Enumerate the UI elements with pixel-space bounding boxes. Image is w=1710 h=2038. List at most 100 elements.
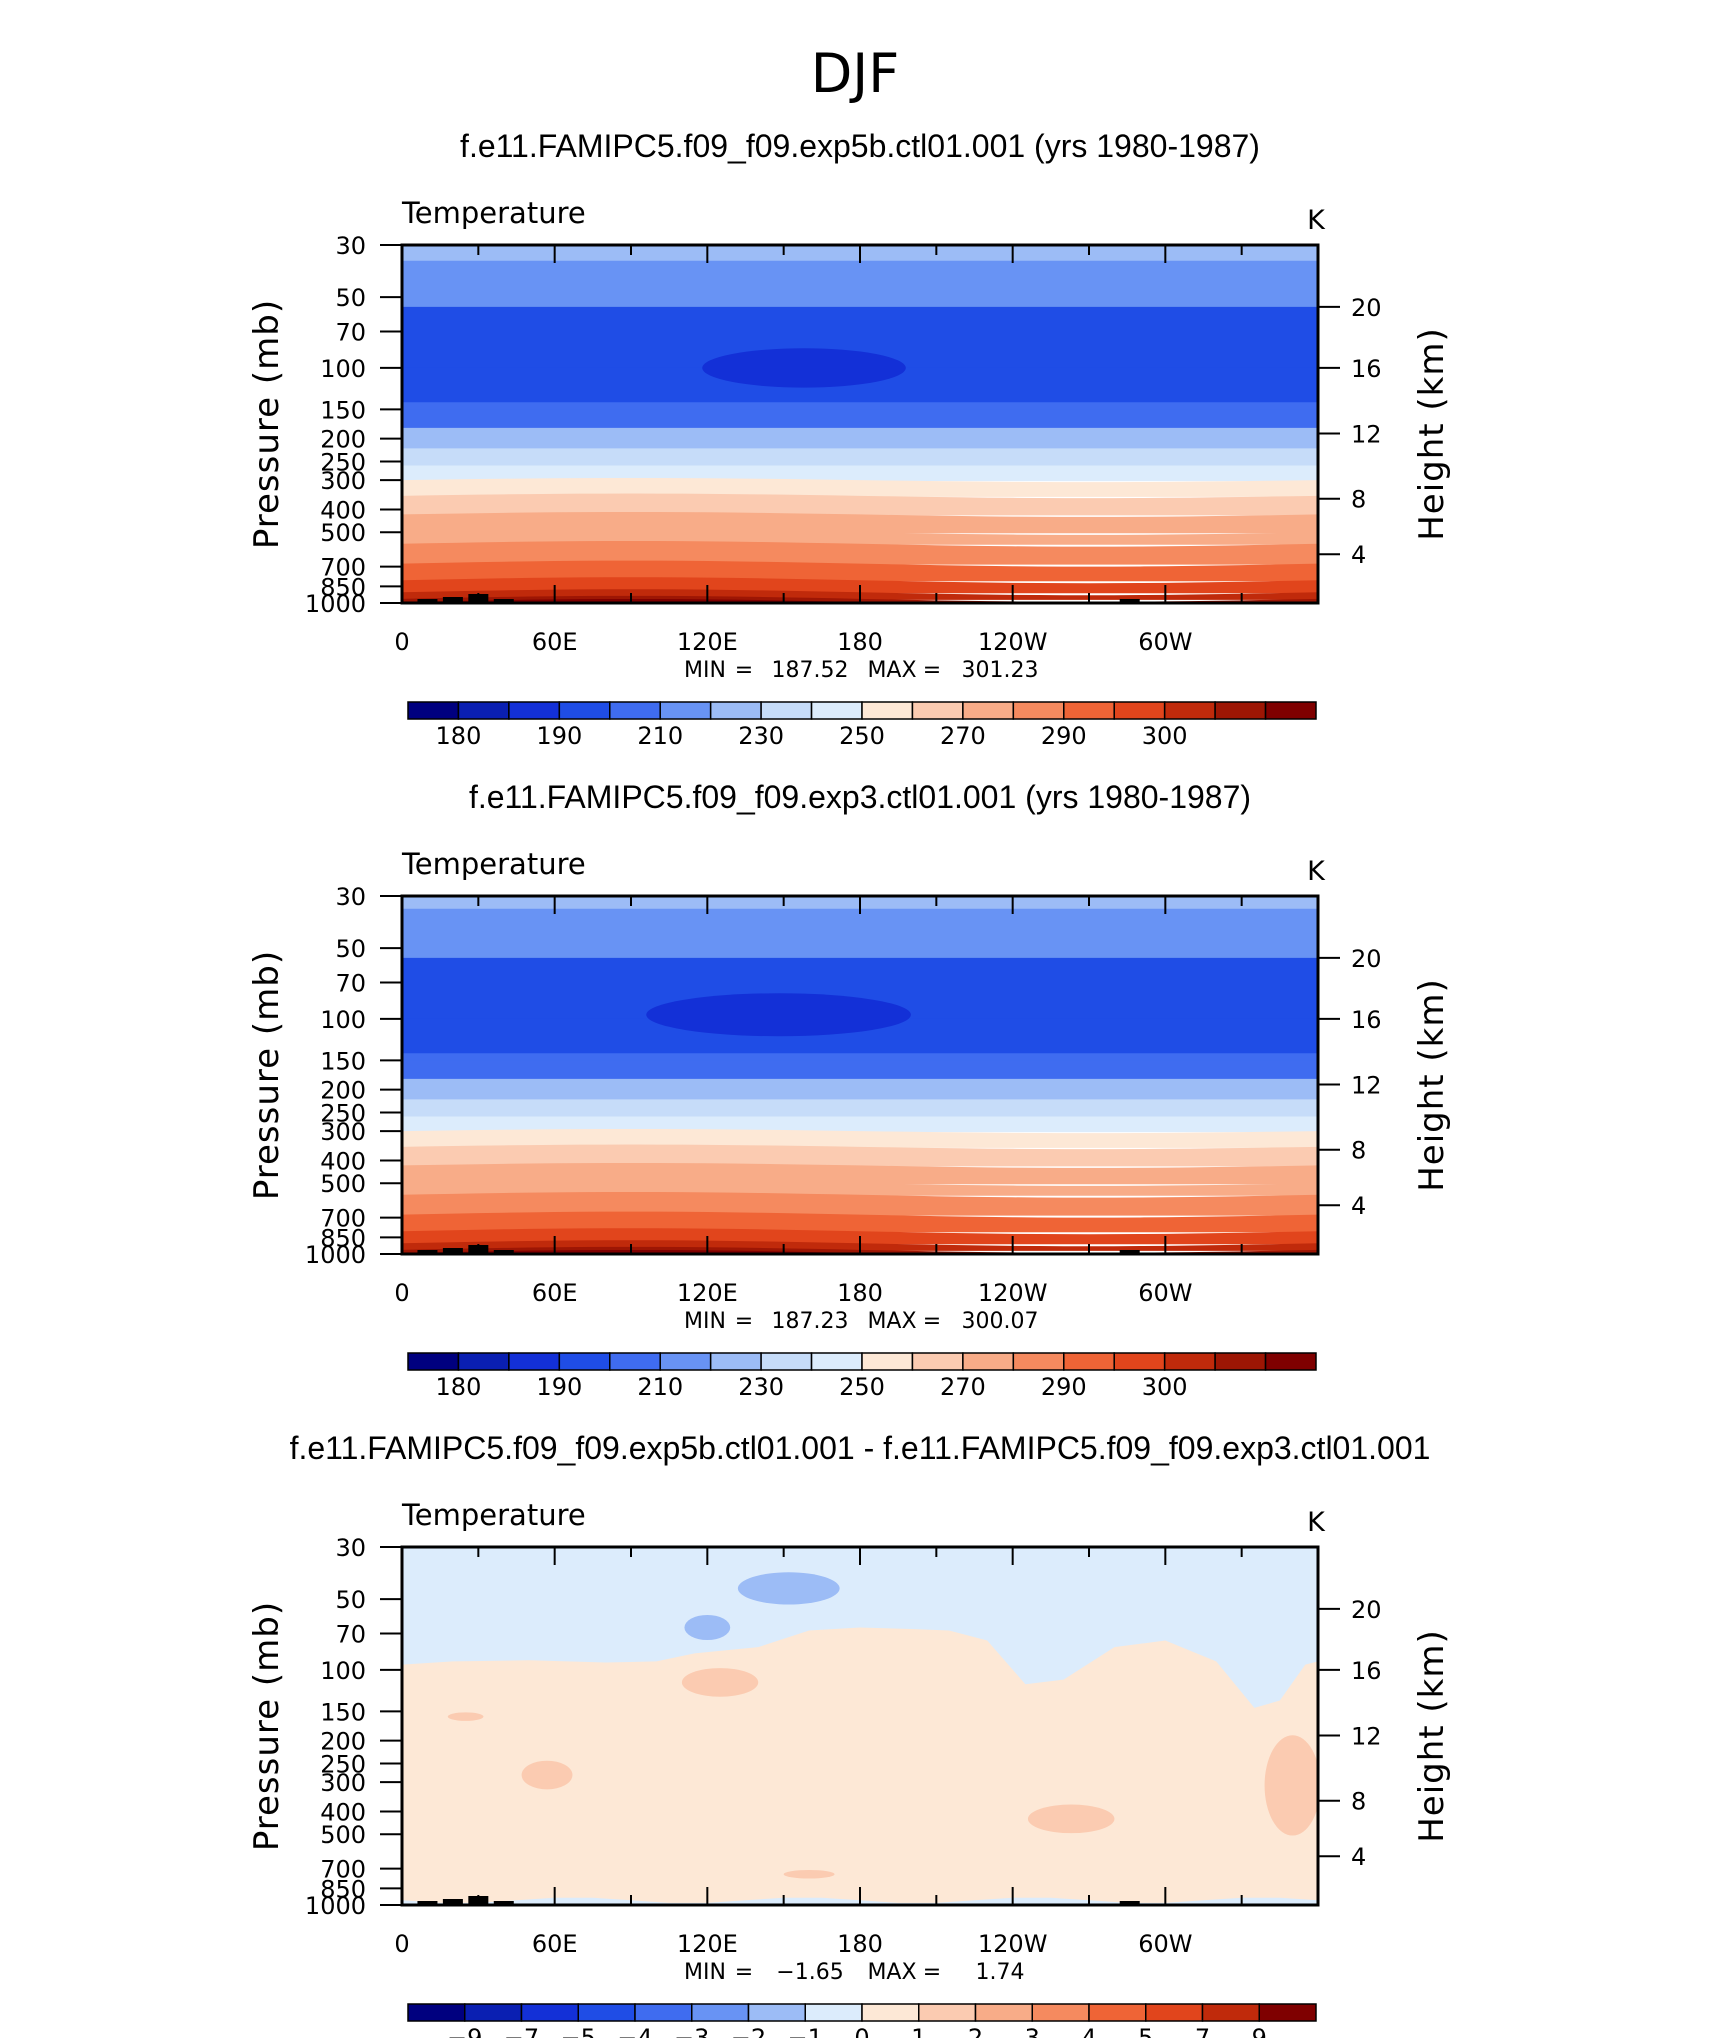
y2-tick-label: 16: [1351, 1006, 1382, 1034]
contour-band: [402, 297, 1318, 308]
colorbar-label: 300: [1142, 722, 1188, 750]
colorbar-swatch: [810, 701, 863, 720]
contour-feature: [521, 1760, 573, 1790]
colorbar-swatch: [1113, 701, 1166, 720]
colorbar: 180 190 210 230 250 270 290 300: [407, 1352, 1317, 1401]
y-tick-label: 1000: [305, 1241, 366, 1269]
colorbar-label: 290: [1041, 1373, 1087, 1401]
colorbar-swatch: [464, 2003, 523, 2022]
contour-band: [402, 465, 1318, 482]
max-value: 1.74: [976, 1960, 1025, 1985]
colorbar-swatch: [457, 701, 510, 720]
y2-tick-label: 12: [1351, 420, 1382, 448]
colorbar-swatch: [861, 1352, 914, 1371]
colorbar-swatch: [407, 1352, 460, 1371]
equals-sign: =: [923, 658, 941, 683]
y-tick-label: 50: [335, 935, 366, 963]
variable-label: Temperature: [401, 1498, 586, 1532]
x-tick-label: 180: [837, 1930, 883, 1958]
y2-tick-label: 8: [1351, 486, 1366, 514]
min-value: −1.65: [776, 1960, 843, 1985]
x-tick-label: 0: [394, 1930, 409, 1958]
x-tick-label: 0: [394, 628, 409, 656]
y2-tick-label: 8: [1351, 1137, 1366, 1165]
colorbar-label: 9: [1252, 2024, 1267, 2038]
max-value: 300.07: [962, 1309, 1039, 1334]
y2-tick-label: 20: [1351, 294, 1382, 322]
topography: [417, 599, 438, 603]
contour-band: [402, 477, 1318, 497]
y-tick-label: 50: [335, 1586, 366, 1614]
colorbar-swatch: [804, 2003, 863, 2022]
colorbar-swatch: [558, 1352, 611, 1371]
colorbar-swatch: [709, 1352, 762, 1371]
colorbar-label: −7: [504, 2024, 539, 2038]
variable-label: Temperature: [401, 196, 586, 230]
units-label: K: [1307, 856, 1326, 887]
y-tick-label: 250: [320, 448, 366, 476]
contour-band: [402, 1211, 1318, 1233]
colorbar-swatch: [659, 1352, 712, 1371]
y-tick-label: 100: [320, 1006, 366, 1034]
chart-panel-3: f.e11.FAMIPC5.f09_f09.exp5b.ctl01.001 - …: [247, 1430, 1452, 2038]
units-label: K: [1307, 205, 1326, 236]
y-tick-label: 250: [320, 1099, 366, 1127]
x-tick-label: 120W: [978, 628, 1048, 656]
colorbar-swatch: [1163, 701, 1216, 720]
colorbar-swatch: [609, 1352, 661, 1371]
contour-band: [402, 306, 1318, 369]
contour-band: [402, 427, 1318, 440]
colorbar: 180 190 210 230 250 270 290 300: [407, 701, 1317, 750]
panels: f.e11.FAMIPC5.f09_f09.exp5b.ctl01.001 (y…: [247, 128, 1452, 2038]
equals-sign: =: [923, 1960, 941, 1985]
y-tick-label: 500: [320, 1170, 366, 1198]
contour-band: [402, 540, 1318, 565]
topography: [442, 1899, 463, 1905]
contour-band: [402, 448, 1318, 467]
colorbar-swatch: [1113, 1352, 1166, 1371]
colorbar-swatch: [760, 701, 813, 720]
contour-band: [402, 409, 1318, 429]
y-tick-label: 200: [320, 1728, 366, 1756]
colorbar-swatch: [634, 2003, 693, 2022]
max-label: MAX: [867, 1960, 916, 1985]
y-tick-label: 1000: [305, 590, 366, 618]
topography: [1119, 1250, 1140, 1254]
colorbar-swatch: [508, 701, 561, 720]
contour-band: [402, 1060, 1318, 1080]
contour-band: [402, 511, 1318, 534]
y2-tick-label: 4: [1351, 1843, 1366, 1871]
colorbar-swatch: [709, 701, 762, 720]
colorbar-swatch: [577, 2003, 636, 2022]
x-tick-label: 120E: [677, 1279, 738, 1307]
contour-feature: [783, 1869, 835, 1879]
colorbar-label: 4: [1081, 2024, 1096, 2038]
topography: [1119, 1901, 1140, 1905]
colorbar-swatch: [1214, 1352, 1267, 1371]
contour-band: [402, 1162, 1318, 1185]
colorbar-label: 300: [1142, 1373, 1188, 1401]
colorbar-label: 1: [911, 2024, 926, 2038]
equals-sign: =: [923, 1309, 941, 1334]
colorbar-label: 290: [1041, 722, 1087, 750]
y-tick-label: 1000: [305, 1892, 366, 1920]
topography: [493, 1250, 514, 1254]
topography: [493, 599, 514, 603]
y-tick-label: 70: [335, 970, 366, 998]
y-tick-label: 700: [320, 554, 366, 582]
y-tick-label: 30: [335, 1534, 366, 1562]
colorbar-swatch: [1264, 1352, 1317, 1371]
contour-band: [402, 438, 1318, 450]
colorbar-swatch: [962, 1352, 1015, 1371]
colorbar-label: 190: [536, 722, 582, 750]
x-tick-label: 120W: [978, 1279, 1048, 1307]
y-tick-label: 200: [320, 426, 366, 454]
colorbar-swatch: [558, 701, 611, 720]
y2-tick-label: 4: [1351, 1192, 1366, 1220]
topography: [417, 1901, 438, 1905]
colorbar-label: 7: [1195, 2024, 1210, 2038]
equals-sign: =: [735, 1960, 753, 1985]
colorbar-label: 190: [536, 1373, 582, 1401]
min-label: MIN: [684, 1960, 726, 1985]
contour-band: [402, 1191, 1318, 1216]
